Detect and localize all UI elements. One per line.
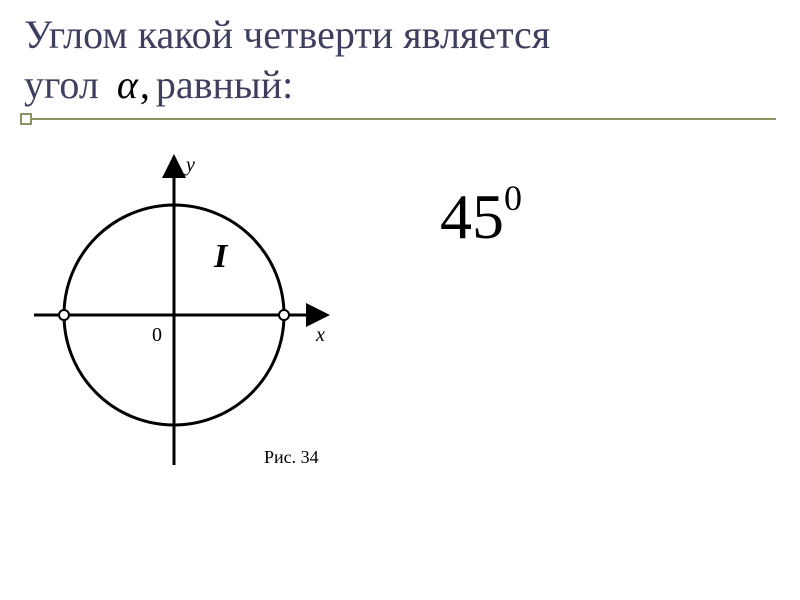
title-line2: угол α , равный: <box>24 60 776 110</box>
alpha-comma: , <box>140 60 150 110</box>
intercept-right <box>279 310 289 320</box>
unit-circle-diagram: y x 0 I Рис. 34 <box>24 145 336 475</box>
quadrant-label: I <box>213 238 229 275</box>
y-axis-label: y <box>184 154 195 176</box>
title-line1: Углом какой четверти является <box>24 10 776 60</box>
title-line2-after: равный: <box>156 60 293 110</box>
title-line2-before: угол <box>24 60 99 110</box>
intercept-left <box>59 310 69 320</box>
divider-marker <box>20 113 32 125</box>
angle-degree-mark: 0 <box>504 178 522 218</box>
alpha-symbol: α <box>117 60 138 110</box>
slide-title: Углом какой четверти является угол α , р… <box>24 10 776 110</box>
alpha-group: α , <box>117 60 150 110</box>
unit-circle-svg: y x 0 I Рис. 34 <box>24 145 336 475</box>
angle-number: 45 <box>440 181 504 252</box>
origin-label: 0 <box>152 324 162 346</box>
slide: Углом какой четверти является угол α , р… <box>0 0 800 600</box>
angle-value: 450 <box>440 180 522 254</box>
x-axis-label: x <box>315 324 325 346</box>
divider-rule <box>24 118 776 120</box>
figure-caption: Рис. 34 <box>264 447 319 467</box>
